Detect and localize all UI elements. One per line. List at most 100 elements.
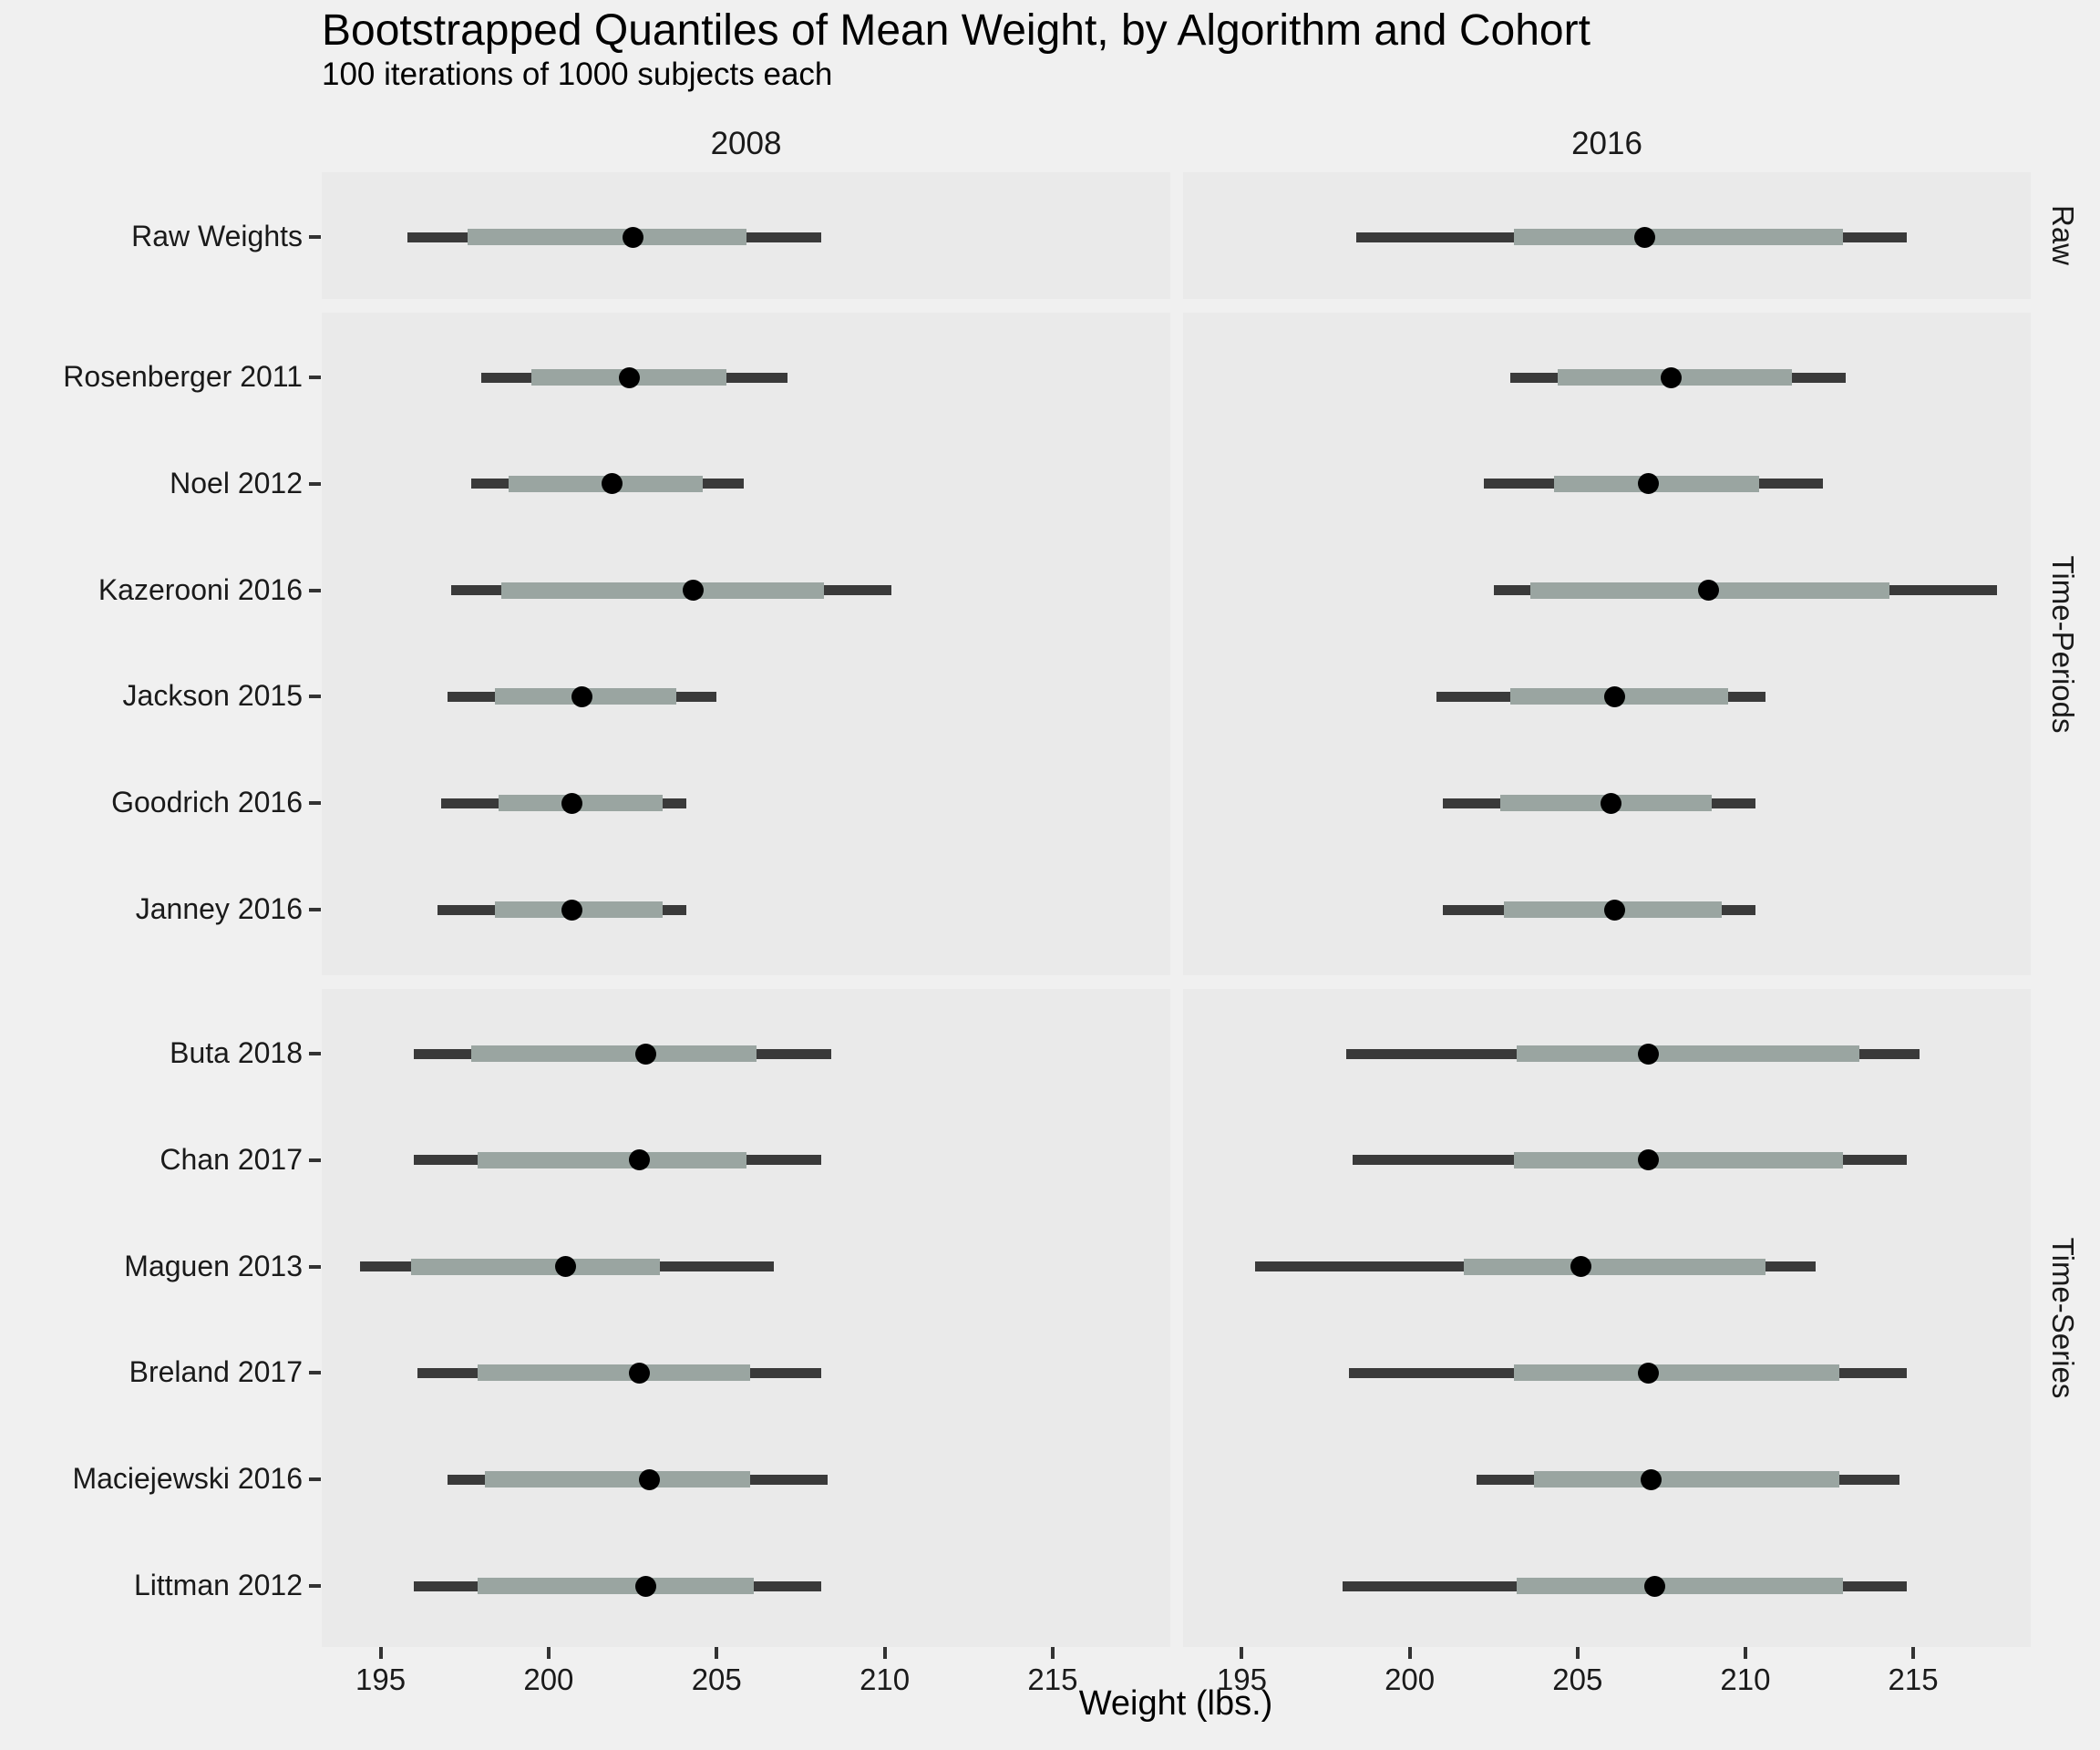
inner-interval-maguen-2013-2008	[410, 1258, 660, 1275]
x-tick-label: 215	[1027, 1662, 1078, 1696]
facet-panel-2008-time-periods	[322, 313, 1170, 975]
median-point-noel-2012-2016	[1637, 473, 1659, 495]
median-point-rosenberger-2011-2016	[1661, 366, 1683, 388]
x-tick-label: 210	[1720, 1662, 1771, 1696]
x-tick-label: 195	[1216, 1662, 1267, 1696]
x-tick-label: 205	[1552, 1662, 1603, 1696]
x-tick	[546, 1647, 551, 1659]
median-point-kazerooni-2016-2008	[682, 580, 704, 602]
median-point-buta-2018-2008	[635, 1043, 657, 1065]
inner-interval-chan-2017-2008	[478, 1151, 747, 1168]
inner-interval-buta-2018-2008	[471, 1045, 757, 1062]
y-tick	[309, 801, 321, 806]
median-point-jackson-2015-2008	[571, 685, 593, 707]
y-axis-label: Janney 2016	[135, 892, 303, 925]
x-tick-label: 210	[860, 1662, 911, 1696]
facet-strip-time-series: Time-Series	[2046, 1237, 2080, 1399]
chart-title: Bootstrapped Quantiles of Mean Weight, b…	[322, 6, 1590, 55]
x-tick-label: 195	[355, 1662, 407, 1696]
median-point-raw-weights-2008	[622, 226, 643, 248]
inner-interval-maguen-2013-2016	[1463, 1258, 1766, 1275]
x-tick	[1240, 1647, 1244, 1659]
y-axis-label: Maciejewski 2016	[72, 1462, 303, 1496]
median-point-maguen-2013-2016	[1570, 1256, 1591, 1278]
facet-strip-2008: 2008	[710, 126, 782, 161]
inner-interval-maciejewski-2016-2008	[484, 1471, 751, 1488]
x-tick	[715, 1647, 719, 1659]
y-tick	[309, 1158, 321, 1162]
median-point-janney-2016-2016	[1603, 899, 1625, 921]
median-point-janney-2016-2008	[561, 899, 583, 921]
y-axis-label: Littman 2012	[133, 1569, 303, 1601]
facet-strip-raw: Raw	[2046, 204, 2080, 266]
x-tick-label: 205	[691, 1662, 742, 1696]
median-point-maciejewski-2016-2016	[1641, 1468, 1662, 1490]
y-tick	[309, 1052, 321, 1055]
y-axis-label: Jackson 2015	[122, 679, 303, 713]
x-tick	[882, 1647, 887, 1659]
x-tick	[1050, 1647, 1055, 1659]
y-tick	[309, 1371, 321, 1375]
y-tick	[309, 588, 321, 592]
y-tick	[309, 695, 321, 699]
y-tick	[309, 908, 321, 911]
x-axis-title: Weight (lbs.)	[1078, 1684, 1273, 1723]
median-point-chan-2017-2008	[628, 1149, 650, 1171]
median-point-rosenberger-2011-2008	[618, 366, 640, 388]
median-point-breland-2017-2016	[1637, 1362, 1659, 1384]
inner-interval-littman-2012-2016	[1517, 1578, 1843, 1594]
facet-strip-time-periods: Time-Periods	[2046, 555, 2080, 734]
x-tick	[1407, 1647, 1412, 1659]
median-point-maguen-2013-2008	[554, 1256, 576, 1278]
median-point-maciejewski-2016-2008	[638, 1468, 660, 1490]
y-tick	[309, 1477, 321, 1482]
y-axis-label: Raw Weights	[131, 220, 303, 252]
x-tick-label: 200	[1385, 1662, 1436, 1696]
inner-interval-breland-2017-2008	[478, 1364, 751, 1382]
median-point-jackson-2015-2016	[1603, 685, 1625, 707]
x-tick	[378, 1647, 383, 1659]
inner-interval-littman-2012-2008	[478, 1578, 754, 1594]
y-axis-label: Buta 2018	[170, 1036, 303, 1069]
median-point-kazerooni-2016-2016	[1697, 580, 1719, 602]
inner-interval-raw-weights-2016	[1513, 229, 1843, 245]
y-tick	[309, 1584, 321, 1588]
inner-interval-breland-2017-2016	[1513, 1364, 1840, 1382]
y-axis-label: Breland 2017	[129, 1355, 303, 1389]
y-axis-label: Chan 2017	[160, 1142, 303, 1176]
inner-interval-raw-weights-2008	[468, 229, 747, 245]
x-tick-label: 200	[523, 1662, 574, 1696]
median-point-littman-2012-2008	[635, 1575, 657, 1597]
y-axis-label: Rosenberger 2011	[63, 360, 303, 393]
median-point-chan-2017-2016	[1637, 1149, 1659, 1171]
median-point-breland-2017-2008	[628, 1362, 650, 1384]
y-tick	[309, 376, 321, 379]
inner-interval-chan-2017-2016	[1513, 1151, 1843, 1168]
facet-panel-2016-time-periods	[1183, 313, 2031, 975]
x-tick	[1911, 1647, 1916, 1659]
y-tick	[309, 481, 321, 486]
median-point-goodrich-2016-2008	[561, 792, 583, 814]
chart-subtitle: 100 iterations of 1000 subjects each	[322, 57, 833, 92]
y-tick	[309, 235, 321, 239]
y-axis-label: Kazerooni 2016	[98, 572, 303, 606]
y-tick	[309, 1264, 321, 1269]
x-tick	[1575, 1647, 1580, 1659]
median-point-buta-2018-2016	[1637, 1043, 1659, 1065]
median-point-noel-2012-2008	[602, 473, 623, 495]
facet-panel-2016-time-series	[1183, 989, 2031, 1647]
median-point-raw-weights-2016	[1633, 226, 1655, 248]
facet-strip-2016: 2016	[1571, 126, 1642, 161]
x-tick-label: 215	[1888, 1662, 1939, 1696]
median-point-littman-2012-2016	[1643, 1575, 1665, 1597]
inner-interval-buta-2018-2016	[1517, 1045, 1860, 1062]
y-axis-label: Goodrich 2016	[111, 786, 303, 819]
inner-interval-maciejewski-2016-2016	[1533, 1471, 1840, 1488]
median-point-goodrich-2016-2016	[1601, 792, 1622, 814]
y-axis-label: Noel 2012	[170, 466, 303, 499]
x-tick	[1743, 1647, 1747, 1659]
y-axis-label: Maguen 2013	[124, 1249, 303, 1282]
facet-panel-2008-time-series	[322, 989, 1170, 1647]
inner-interval-kazerooni-2016-2008	[501, 582, 825, 599]
